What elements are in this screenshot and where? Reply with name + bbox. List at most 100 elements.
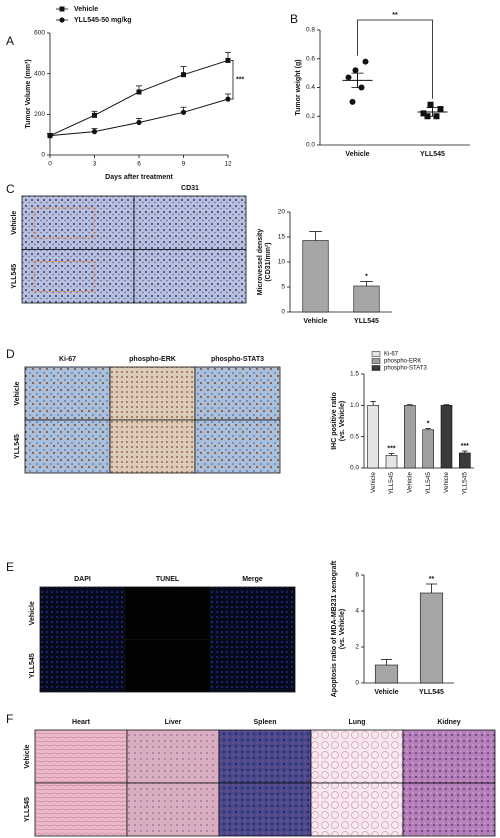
micrograph [21,249,135,304]
marker [352,67,359,74]
x-axis-label: Days after treatment [105,174,173,181]
error-bar [388,453,395,456]
panel-label: D [6,347,15,361]
column-label: Heart [72,719,91,726]
y-tick-label: 0 [281,309,285,316]
micrograph [24,419,111,474]
row-label: Vehicle [29,601,36,625]
error-bar [426,107,439,117]
y-tick-label: 6 [355,572,359,579]
marker [362,58,369,65]
column-label: phospho-STAT3 [211,356,264,363]
y-tick-label: 0.2 [306,113,315,120]
panel-label: E [6,560,14,574]
panel-label: B [290,12,298,26]
y-axis-label: Tumor Volume (mm³) [25,59,32,128]
panel-label: F [6,712,13,726]
significance-label: *** [461,443,469,450]
significance-bracket [357,19,433,99]
legend-swatch [371,365,381,371]
legend-label: Vehicle [74,6,98,13]
significance-label: * [365,273,368,280]
x-tick-label: YLL545 [388,472,395,495]
legend-swatch [371,351,381,357]
micrograph [126,782,220,837]
bar [404,405,416,469]
micrograph [126,729,220,784]
y-tick-label: 20 [278,209,286,216]
column-label: Merge [242,576,263,583]
micrograph [194,366,281,421]
marker [181,72,186,78]
row-label: YLL545 [24,797,31,822]
micrograph [402,782,496,837]
x-tick-label: 6 [137,161,141,168]
significance-bracket [231,60,234,100]
bar [353,285,380,313]
column-label: CD31 [181,185,199,192]
micrograph [402,729,496,784]
y-tick-label: 0.4 [306,84,315,91]
bar [385,455,398,469]
x-tick-label: 3 [93,161,97,168]
marker [180,109,187,115]
marker [345,74,352,81]
row-label: YLL545 [11,264,18,289]
legend-label: Ki-67 [384,352,399,358]
marker [349,98,356,105]
y-tick-label: 5 [281,284,285,291]
x-tick-label: Vehicle [303,318,327,325]
micrograph [124,586,211,640]
error-bar [370,401,376,406]
column-label: TUNEL [156,576,180,583]
micrograph [34,782,128,837]
series-line [49,98,229,137]
y-tick-label: 2 [355,644,359,651]
error-bar [360,281,373,286]
y-tick-label: 0 [41,152,45,159]
bar [419,592,444,684]
column-label: Liver [165,719,182,726]
marker [437,106,444,113]
micrograph [39,639,126,693]
x-tick-label: Vehicle [345,151,369,158]
bar [459,452,471,469]
legend-swatch [371,358,381,364]
y-axis-label: (CD31/mm²) [265,242,272,281]
x-tick-label: YLL545 [419,689,444,696]
x-tick-label: 12 [224,161,232,168]
marker [91,129,98,135]
marker [225,96,231,102]
y-tick-label: 0.0 [350,465,359,472]
bar [422,429,434,469]
micrograph [133,249,247,304]
y-tick-label: 1.0 [350,402,359,409]
micrograph [209,586,296,640]
x-tick-label: 9 [182,161,186,168]
column-label: Spleen [254,719,277,726]
bar [374,664,399,684]
x-tick-label: Vehicle [374,689,398,696]
significance-label: *** [236,77,244,84]
column-label: Kidney [437,719,460,726]
micrograph [310,729,404,784]
panel-label: C [6,182,15,196]
column-label: DAPI [74,576,91,583]
y-axis-label: IHC positive ratio [331,392,338,450]
marker [225,57,231,63]
y-tick-label: 10 [278,259,286,266]
y-tick-label: 0.6 [306,55,315,62]
micrograph [218,729,312,784]
micrograph [21,195,135,250]
x-tick-label: YLL545 [425,472,432,495]
y-axis-label: (vs. Vehicle) [339,609,346,649]
significance-label: ** [392,12,398,19]
legend-marker [59,17,65,23]
marker [136,89,142,95]
x-tick-label: Vehicle [370,472,377,493]
marker [136,119,142,126]
x-tick-label: 0 [48,161,52,168]
micrograph [109,366,196,421]
y-tick-label: 4 [355,608,359,615]
panel-label: A [6,34,14,48]
